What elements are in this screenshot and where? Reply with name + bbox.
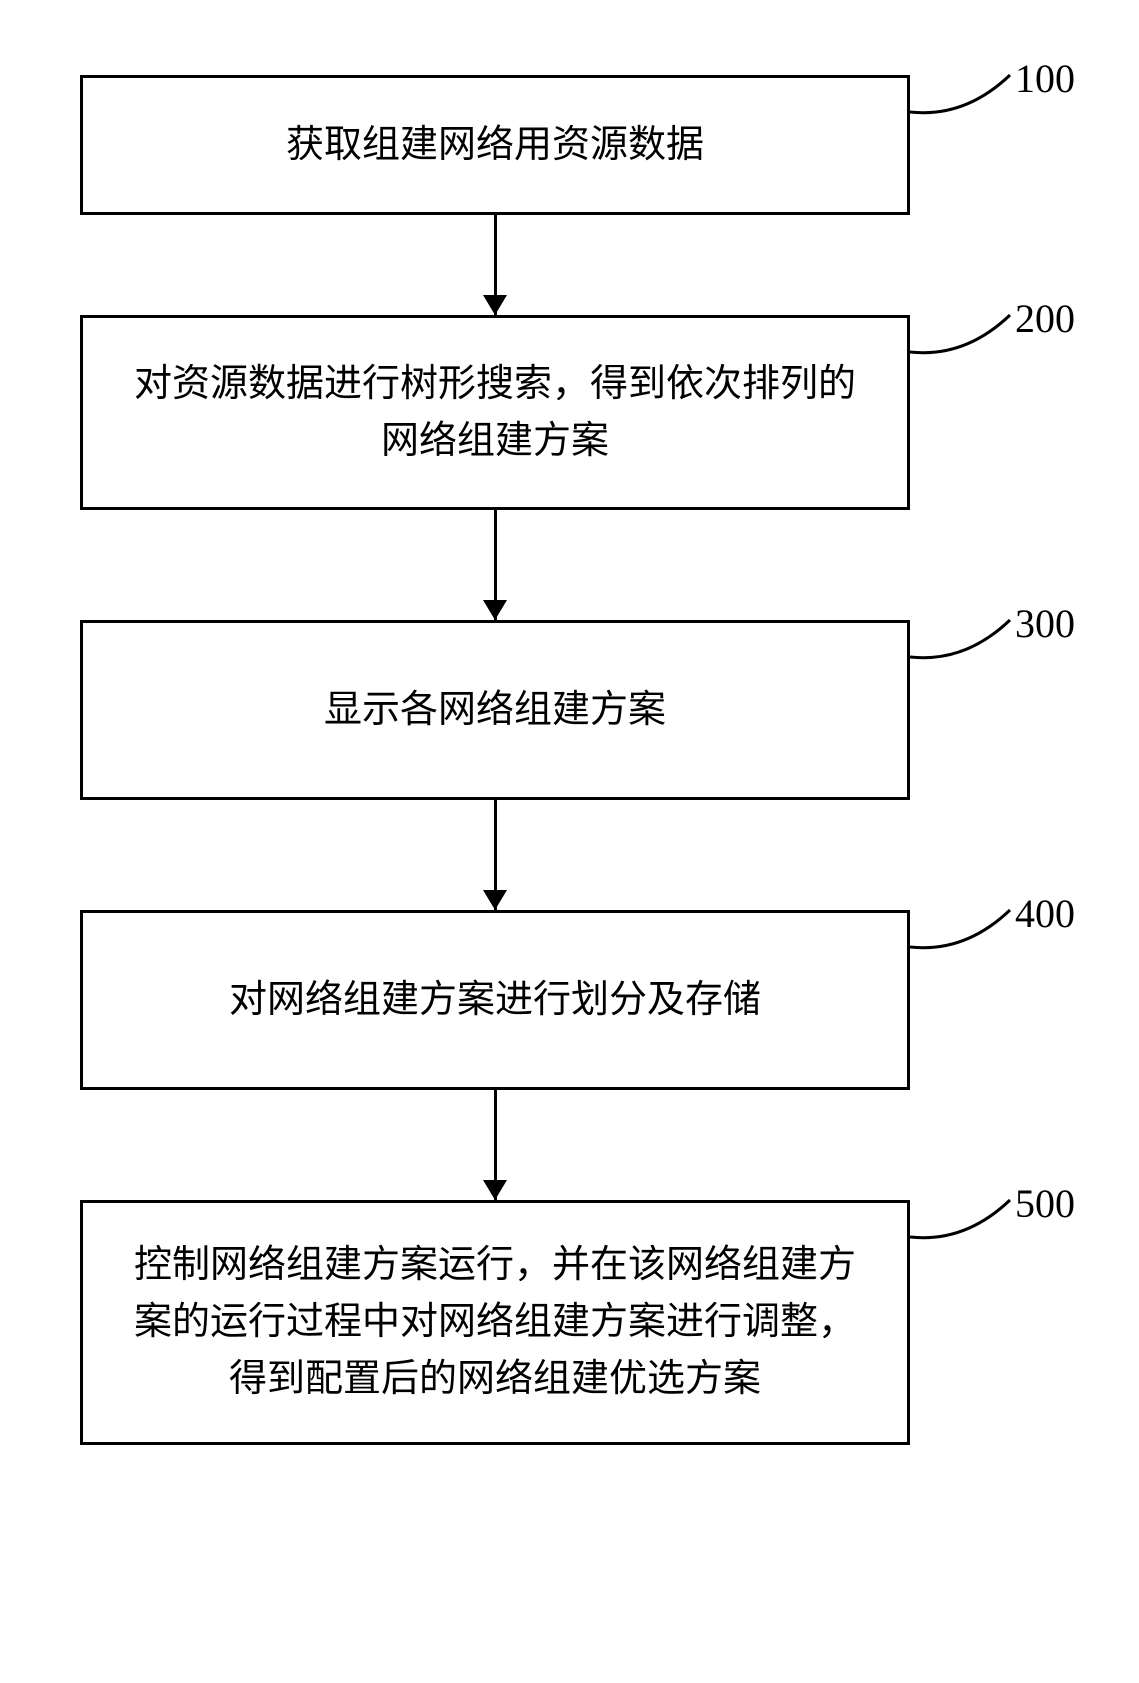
flow-node-100: 获取组建网络用资源数据 bbox=[80, 75, 910, 215]
flow-node-text: 显示各网络组建方案 bbox=[324, 682, 666, 739]
flow-node-label-500: 500 bbox=[1015, 1180, 1075, 1227]
label-connector-200 bbox=[910, 310, 1020, 360]
flow-node-text: 对网络组建方案进行划分及存储 bbox=[229, 972, 761, 1029]
flow-node-400: 对网络组建方案进行划分及存储 bbox=[80, 910, 910, 1090]
flow-arrow-1 bbox=[80, 215, 910, 315]
label-connector-400 bbox=[910, 905, 1020, 955]
label-connector-100 bbox=[910, 70, 1020, 120]
flow-node-label-400: 400 bbox=[1015, 890, 1075, 937]
flow-node-500: 控制网络组建方案运行，并在该网络组建方案的运行过程中对网络组建方案进行调整，得到… bbox=[80, 1200, 910, 1445]
flow-node-label-100: 100 bbox=[1015, 55, 1075, 102]
flow-arrow-3 bbox=[80, 800, 910, 910]
flow-node-300: 显示各网络组建方案 bbox=[80, 620, 910, 800]
flow-node-text: 控制网络组建方案运行，并在该网络组建方案的运行过程中对网络组建方案进行调整，得到… bbox=[123, 1237, 867, 1408]
flow-node-label-300: 300 bbox=[1015, 600, 1075, 647]
label-connector-500 bbox=[910, 1195, 1020, 1245]
flow-node-200: 对资源数据进行树形搜索，得到依次排列的网络组建方案 bbox=[80, 315, 910, 510]
flow-node-label-200: 200 bbox=[1015, 295, 1075, 342]
flowchart-container: 获取组建网络用资源数据 100 对资源数据进行树形搜索，得到依次排列的网络组建方… bbox=[80, 75, 1060, 1445]
flow-arrow-2 bbox=[80, 510, 910, 620]
label-connector-300 bbox=[910, 615, 1020, 665]
flow-node-text: 获取组建网络用资源数据 bbox=[286, 117, 704, 174]
flow-node-text: 对资源数据进行树形搜索，得到依次排列的网络组建方案 bbox=[123, 356, 867, 470]
flow-arrow-4 bbox=[80, 1090, 910, 1200]
